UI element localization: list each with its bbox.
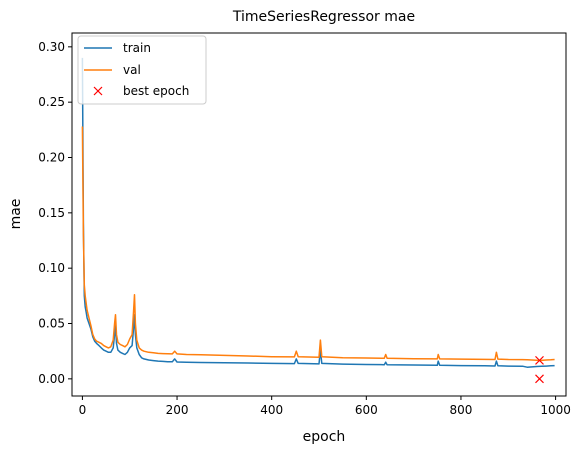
x-axis-ticks: 0 200 400 600 800 1000 — [79, 396, 571, 417]
y-tick-label: 0.10 — [38, 261, 65, 275]
best-epoch-marker — [535, 355, 544, 365]
best-epoch-markers — [535, 355, 544, 384]
legend-label-best-epoch: best epoch — [123, 84, 189, 98]
chart-title: TimeSeriesRegressor mae — [232, 9, 415, 25]
x-tick-label: 1000 — [540, 403, 571, 417]
legend-swatch-best-epoch — [93, 86, 103, 96]
x-tick-label: 0 — [79, 403, 87, 417]
series-line-val — [81, 126, 555, 362]
best-epoch-marker — [535, 374, 544, 384]
series-lines — [81, 57, 555, 368]
plot-area — [71, 32, 567, 397]
y-tick-label: 0.30 — [38, 40, 65, 54]
y-tick-label: 0.15 — [38, 206, 65, 220]
x-tick-label: 400 — [260, 403, 283, 417]
legend-label-train: train — [123, 41, 151, 55]
legend-label-val: val — [123, 63, 141, 77]
series-line-train — [81, 57, 555, 368]
y-axis-label: mae — [8, 199, 24, 230]
x-tick-label: 600 — [355, 403, 378, 417]
y-tick-label: 0.05 — [38, 317, 65, 331]
legend-box — [77, 35, 207, 105]
x-tick-label: 200 — [166, 403, 189, 417]
legend: train val best epoch — [77, 35, 207, 105]
y-tick-label: 0.25 — [38, 95, 65, 109]
y-axis-ticks: 0.00 0.05 0.10 0.15 0.20 0.25 0.30 — [38, 40, 72, 386]
y-tick-label: 0.00 — [38, 372, 65, 386]
x-tick-label: 800 — [450, 403, 473, 417]
x-axis-label: epoch — [303, 429, 346, 445]
y-tick-label: 0.20 — [38, 151, 65, 165]
